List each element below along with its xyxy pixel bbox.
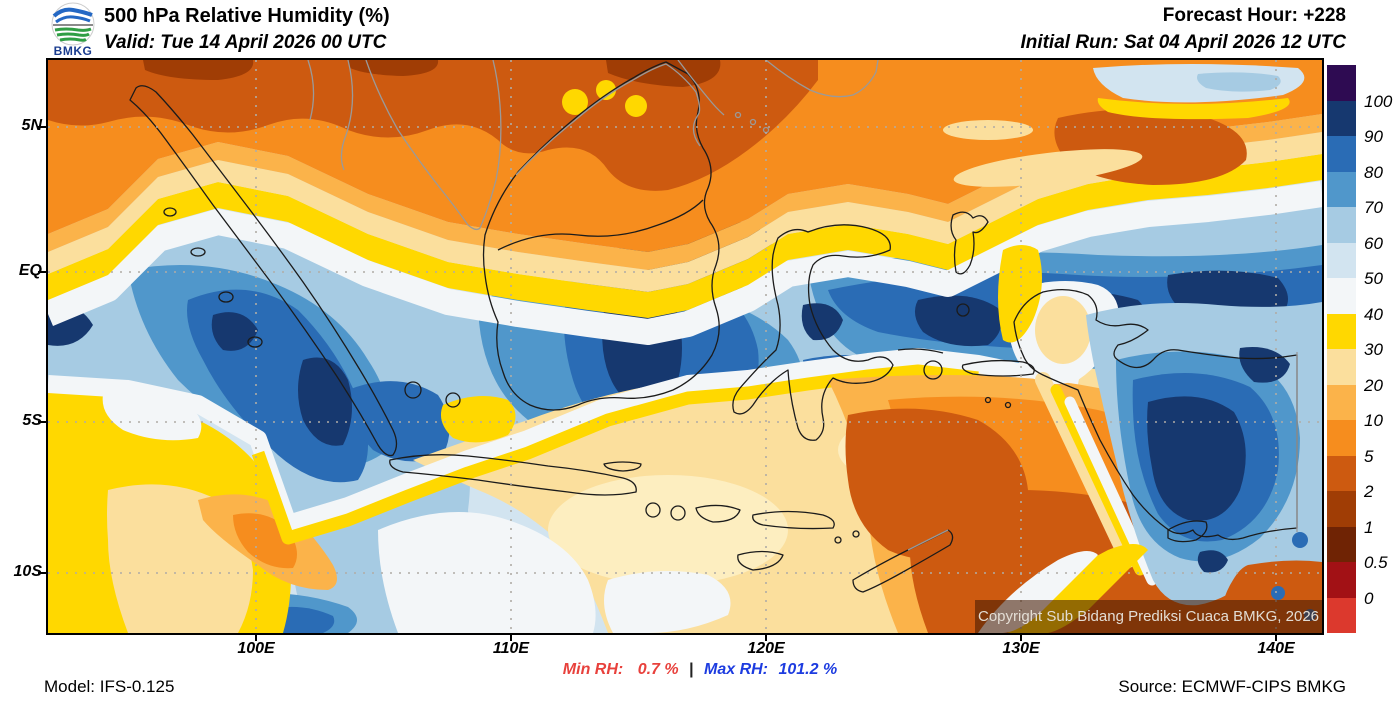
page-title: 500 hPa Relative Humidity (%)	[104, 5, 390, 27]
bmkg-logo-text: BMKG	[53, 44, 93, 58]
y-axis-tick	[38, 126, 46, 128]
colorbar-segment	[1327, 455, 1356, 491]
x-axis-label: 110E	[492, 640, 530, 657]
x-axis-tick	[1275, 633, 1277, 641]
x-axis-tick	[1020, 633, 1022, 641]
colorbar-segment	[1327, 278, 1356, 314]
indonesia-coastlines	[129, 61, 1298, 593]
colorbar-segment	[1327, 242, 1356, 278]
colorbar-tick-label: 2	[1364, 482, 1374, 501]
x-axis-label: 120E	[747, 640, 785, 657]
y-axis-tick	[38, 572, 46, 574]
colorbar-tick-label: 1	[1364, 517, 1374, 537]
colorbar-segment	[1327, 100, 1356, 136]
colorbar-segment	[1327, 562, 1356, 598]
colorbar-segment	[1327, 313, 1356, 349]
y-axis-label: 5N	[21, 117, 42, 134]
colorbar-segment	[1327, 491, 1356, 527]
foreign-coastlines	[307, 60, 1298, 551]
y-axis-tick	[38, 421, 46, 423]
y-axis-label: 5S	[22, 412, 42, 429]
colorbar-segment	[1327, 171, 1356, 207]
colorbar-segment	[1327, 384, 1356, 420]
minmax-separator: |	[689, 661, 694, 678]
graticule	[48, 60, 1322, 633]
x-axis-label: 130E	[1002, 640, 1040, 657]
colorbar-segment	[1327, 136, 1356, 172]
colorbar-tick-label: 80	[1364, 162, 1383, 182]
y-axis-tick	[38, 271, 46, 273]
initial-run: Initial Run: Sat 04 April 2026 12 UTC	[1020, 32, 1346, 53]
colorbar-tick-label: 20	[1364, 375, 1383, 395]
colorbar-segment	[1327, 597, 1356, 633]
colorbar-segment	[1327, 420, 1356, 456]
contour-fills	[48, 60, 1322, 633]
colorbar-tick-label: 90	[1364, 127, 1383, 146]
colorbar-tick-label: 40	[1364, 304, 1383, 324]
y-axis-label: EQ	[18, 262, 42, 279]
model-label: Model: IFS-0.125	[44, 677, 175, 696]
valid-time: Valid: Tue 14 April 2026 00 UTC	[104, 32, 387, 53]
colorbar-tick-label: 30	[1364, 340, 1383, 359]
colorbar-tick-label: 50	[1364, 269, 1383, 288]
colorbar-tick-label: 70	[1364, 198, 1383, 217]
humidity-contour-field	[48, 60, 1322, 633]
copyright-overlay: Copyright Sub Bidang Prediksi Cuaca BMKG…	[975, 600, 1322, 633]
colorbar-tick-label: 60	[1364, 233, 1383, 253]
colorbar-segment	[1327, 65, 1356, 101]
max-rh-value: 101.2 %	[778, 661, 838, 678]
colorbar-segment	[1327, 349, 1356, 385]
min-rh-value: 0.7 %	[637, 661, 679, 678]
colorbar-tick-label: 0	[1364, 588, 1374, 608]
colorbar	[1327, 65, 1356, 633]
colorbar-segment	[1327, 207, 1356, 243]
colorbar-tick-label: 5	[1364, 446, 1374, 466]
x-axis-tick	[765, 633, 767, 641]
forecast-hour: Forecast Hour: +228	[1162, 5, 1346, 26]
source-label: Source: ECMWF-CIPS BMKG	[1118, 677, 1346, 696]
min-rh-label: Min RH:	[562, 661, 624, 678]
bmkg-logo-icon	[51, 2, 95, 46]
x-axis-label: 140E	[1257, 640, 1295, 657]
max-rh-label: Max RH:	[704, 661, 769, 678]
bmkg-logo: BMKG	[44, 2, 102, 58]
colorbar-segment	[1327, 526, 1356, 562]
humidity-map: Copyright Sub Bidang Prediksi Cuaca BMKG…	[46, 58, 1324, 635]
colorbar-tick-label: 0.5	[1364, 553, 1388, 572]
y-axis-label: 10S	[13, 563, 42, 580]
x-axis-tick	[255, 633, 257, 641]
colorbar-tick-label: 10	[1364, 411, 1383, 430]
colorbar-tick-label: 100	[1364, 91, 1393, 111]
x-axis-tick	[510, 633, 512, 641]
minmax-line: Min RH: 0.7 % | Max RH: 101.2 %	[0, 661, 1400, 679]
x-axis-label: 100E	[237, 640, 275, 657]
